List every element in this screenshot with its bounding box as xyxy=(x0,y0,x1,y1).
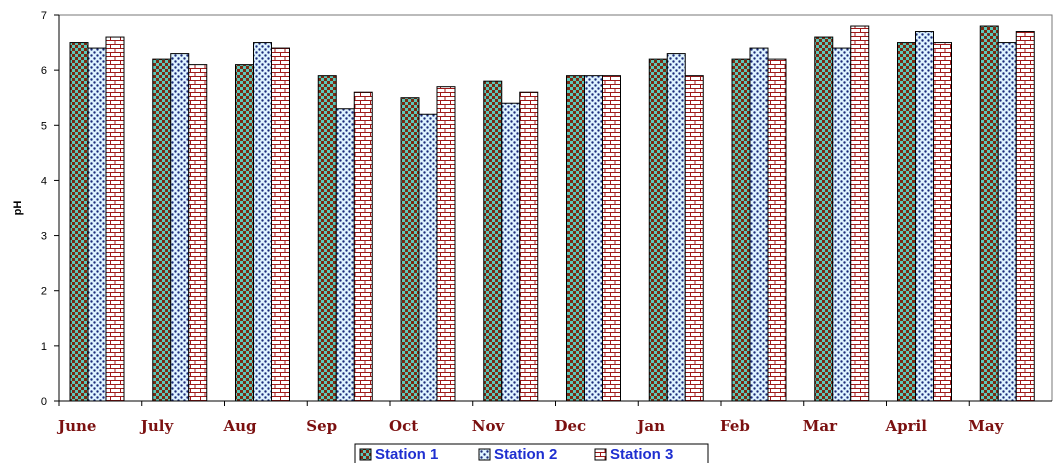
x-tick-label: Mar xyxy=(803,417,838,435)
bar-station-2-jan xyxy=(666,53,686,402)
bar-station-1-aug xyxy=(235,64,254,402)
x-tick-label: Nov xyxy=(472,417,506,435)
legend-box xyxy=(354,443,709,463)
y-tick-label: 4 xyxy=(41,175,47,187)
bar-station-1-june xyxy=(69,42,89,402)
y-tick-label: 5 xyxy=(41,120,47,132)
legend-label: Station 2 xyxy=(494,446,557,463)
bar-station-3-jan xyxy=(684,75,704,402)
bar-station-2-oct xyxy=(418,113,438,402)
bar-station-2-may xyxy=(997,42,1017,402)
legend-label: Station 1 xyxy=(375,446,438,463)
bar-station-3-may xyxy=(1015,31,1035,402)
x-tick-label: Oct xyxy=(389,417,418,435)
bar-station-1-dec xyxy=(566,75,585,402)
bar-station-2-dec xyxy=(584,75,603,402)
bar-station-2-april xyxy=(915,31,934,402)
bar-station-1-oct xyxy=(400,97,420,402)
bar-station-1-feb xyxy=(731,58,751,402)
x-tick-label: Feb xyxy=(720,417,750,435)
x-tick-label: Aug xyxy=(223,417,258,435)
bar-station-1-may xyxy=(979,25,999,402)
y-axis-title: pH xyxy=(12,201,24,216)
bar-station-3-oct xyxy=(436,86,456,402)
bars xyxy=(69,25,1035,402)
x-tick-label: June xyxy=(56,417,96,435)
bar-station-1-april xyxy=(897,42,916,402)
tick-labels: 0 1 2 3 4 5 6 7 pH June July Aug Sep Oct Nov Dec Jan Feb M… xyxy=(12,10,1005,435)
bar-station-3-feb xyxy=(767,58,787,402)
plot-frame xyxy=(59,14,1053,401)
bar-station-3-sep xyxy=(353,91,373,402)
bar-station-1-july xyxy=(152,58,172,402)
y-tick-label: 3 xyxy=(41,231,47,243)
bar-station-3-dec xyxy=(602,75,621,402)
x-tick-label: May xyxy=(968,417,1004,435)
x-tick-label: Dec xyxy=(555,417,587,435)
bar-station-2-sep xyxy=(335,108,355,402)
bar-station-2-june xyxy=(87,47,107,402)
bar-station-2-nov xyxy=(501,102,521,402)
y-tick-label: 0 xyxy=(41,396,47,408)
bar-station-2-feb xyxy=(749,47,769,402)
bar-station-2-july xyxy=(170,53,190,402)
bar-station-1-mar xyxy=(814,36,834,402)
bar-station-3-june xyxy=(105,36,125,402)
bar-station-3-april xyxy=(933,42,952,402)
legend-label: Station 3 xyxy=(610,446,673,463)
bar-station-3-nov xyxy=(519,91,539,402)
y-tick-label: 6 xyxy=(41,65,47,77)
x-tick-label: Sep xyxy=(306,417,337,435)
bar-station-3-mar xyxy=(850,25,870,402)
y-tick-label: 7 xyxy=(41,10,47,22)
legend-swatch xyxy=(594,448,607,461)
legend-swatch xyxy=(478,448,491,461)
bar-station-2-aug xyxy=(253,42,272,402)
bar-station-1-jan xyxy=(648,58,668,402)
bar-station-1-nov xyxy=(483,80,503,402)
x-tick-label: Jan xyxy=(635,417,665,435)
bar-station-3-aug xyxy=(271,47,290,402)
bar-station-1-sep xyxy=(317,75,337,402)
y-tick-label: 2 xyxy=(41,286,47,298)
x-tick-label: April xyxy=(885,417,928,435)
y-tick-label: 1 xyxy=(41,341,47,353)
axes xyxy=(54,14,1053,406)
legend: Station 1 Station 2 Station 3 xyxy=(354,443,709,463)
x-tick-label: July xyxy=(139,417,175,435)
bar-station-3-july xyxy=(188,64,208,402)
bar-station-2-mar xyxy=(832,47,852,402)
legend-swatch xyxy=(359,448,372,461)
